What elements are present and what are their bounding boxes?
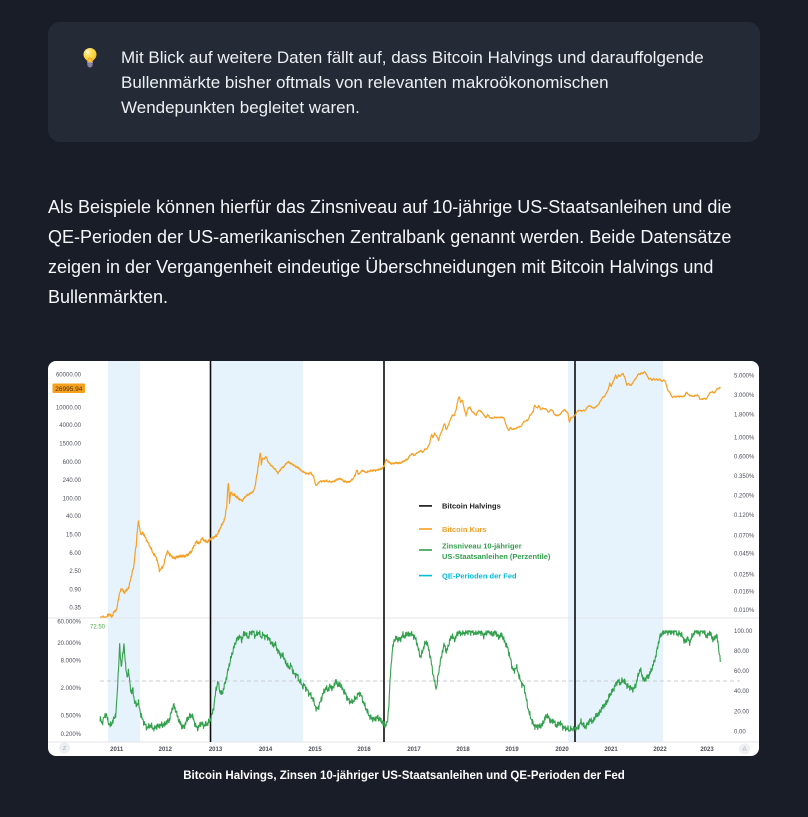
svg-text:2.50: 2.50	[69, 569, 81, 575]
svg-text:4000.00: 4000.00	[59, 423, 81, 429]
svg-text:2018: 2018	[456, 747, 470, 753]
svg-text:240.00: 240.00	[63, 478, 82, 484]
svg-text:2016: 2016	[357, 747, 371, 753]
svg-text:2011: 2011	[110, 747, 124, 753]
svg-text:0.025%: 0.025%	[734, 572, 755, 578]
svg-text:10000.00: 10000.00	[56, 406, 82, 412]
svg-text:2017: 2017	[407, 747, 421, 753]
svg-text:0.010%: 0.010%	[734, 608, 755, 614]
svg-text:5.000%: 5.000%	[734, 373, 755, 379]
svg-text:A: A	[742, 746, 747, 753]
svg-text:Bitcoin Kurs: Bitcoin Kurs	[442, 525, 487, 534]
svg-text:2014: 2014	[259, 747, 273, 753]
svg-text:1.000%: 1.000%	[734, 435, 755, 441]
svg-text:2023: 2023	[700, 747, 714, 753]
svg-text:3.000%: 3.000%	[734, 393, 755, 399]
svg-text:60000.00: 60000.00	[56, 372, 82, 378]
svg-text:2013: 2013	[209, 747, 223, 753]
svg-text:40.00: 40.00	[734, 689, 750, 695]
svg-text:Bitcoin Halvings: Bitcoin Halvings	[442, 502, 501, 511]
svg-text:1500.00: 1500.00	[59, 442, 81, 448]
svg-text:100.00: 100.00	[63, 496, 82, 502]
svg-text:0.90: 0.90	[69, 588, 81, 594]
svg-text:60.000%: 60.000%	[57, 620, 81, 626]
svg-text:2019: 2019	[505, 747, 519, 753]
svg-text:QE-Perioden der Fed: QE-Perioden der Fed	[442, 571, 517, 580]
svg-text:1.800%: 1.800%	[734, 412, 755, 418]
svg-text:600.00: 600.00	[63, 460, 82, 466]
svg-text:40.00: 40.00	[66, 514, 82, 520]
svg-text:0.045%: 0.045%	[734, 552, 755, 558]
svg-text:0.200%: 0.200%	[61, 732, 82, 738]
svg-text:0.500%: 0.500%	[61, 713, 82, 719]
svg-text:2021: 2021	[604, 747, 618, 753]
svg-text:20.00: 20.00	[734, 709, 750, 715]
svg-text:20.000%: 20.000%	[57, 641, 81, 647]
svg-text:2015: 2015	[308, 747, 322, 753]
svg-text:Z: Z	[63, 746, 67, 752]
svg-text:0.600%: 0.600%	[734, 455, 755, 461]
svg-text:2022: 2022	[653, 747, 667, 753]
svg-text:0.00: 0.00	[734, 730, 746, 736]
svg-text:80.00: 80.00	[734, 649, 750, 655]
svg-text:15.00: 15.00	[66, 533, 82, 539]
svg-text:60.00: 60.00	[734, 669, 750, 675]
svg-text:Zinsniveau 10-jähriger: Zinsniveau 10-jähriger	[442, 542, 522, 551]
svg-text:0.070%: 0.070%	[734, 534, 755, 540]
svg-text:0.120%: 0.120%	[734, 513, 755, 519]
svg-text:0.35: 0.35	[69, 606, 81, 612]
svg-text:0.350%: 0.350%	[734, 474, 755, 480]
svg-text:8.000%: 8.000%	[61, 659, 82, 665]
svg-text:0.016%: 0.016%	[734, 590, 755, 596]
svg-text:0.200%: 0.200%	[734, 494, 755, 500]
svg-text:72.50: 72.50	[90, 625, 106, 631]
svg-text:2012: 2012	[159, 747, 173, 753]
svg-text:2.000%: 2.000%	[61, 686, 82, 692]
svg-text:US-Staatsanleihen (Perzentile): US-Staatsanleihen (Perzentile)	[442, 552, 551, 561]
svg-text:6.00: 6.00	[69, 551, 81, 557]
svg-text:100.00: 100.00	[734, 629, 753, 635]
svg-text:2020: 2020	[555, 747, 569, 753]
svg-text:26995.94: 26995.94	[55, 386, 82, 393]
